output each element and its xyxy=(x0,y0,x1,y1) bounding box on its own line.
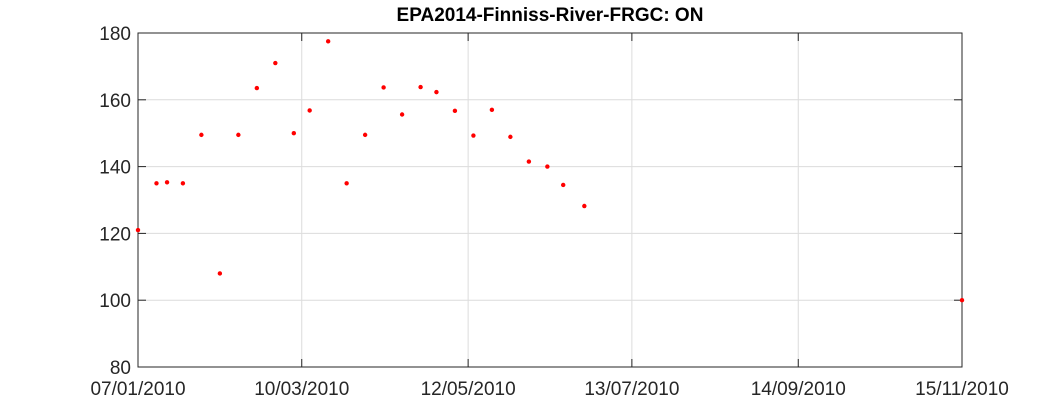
y-tick-label: 80 xyxy=(110,358,131,379)
x-tick-label: 15/11/2010 xyxy=(915,379,1009,400)
data-point xyxy=(545,164,550,169)
data-point xyxy=(508,134,513,140)
plot-area-frame xyxy=(137,32,963,368)
data-point xyxy=(959,298,965,303)
x-tick-label: 14/09/2010 xyxy=(751,379,846,400)
x-tick-label: 07/01/2010 xyxy=(90,379,185,400)
data-point xyxy=(561,182,566,188)
data-point xyxy=(217,271,223,276)
data-point xyxy=(273,60,278,66)
y-tick-label: 180 xyxy=(99,24,131,45)
data-points xyxy=(135,39,965,303)
data-point xyxy=(362,132,368,138)
data-point xyxy=(254,85,260,91)
y-tick-label: 160 xyxy=(99,91,131,112)
data-point xyxy=(399,112,405,117)
data-point xyxy=(526,159,532,164)
data-point xyxy=(154,181,159,186)
y-tick-label: 120 xyxy=(99,224,131,245)
data-point xyxy=(135,227,141,233)
data-point xyxy=(199,132,204,138)
data-point xyxy=(307,108,312,113)
data-point xyxy=(582,203,587,209)
x-axis: 07/01/2010 10/03/2010 12/05/2010 13/07/2010… xyxy=(90,33,1009,400)
x-tick-label: 12/05/2010 xyxy=(421,379,516,400)
data-point xyxy=(164,180,170,185)
data-point xyxy=(434,89,439,95)
data-point xyxy=(325,39,331,44)
x-tick-label: 10/03/2010 xyxy=(254,379,349,400)
data-point xyxy=(291,131,297,136)
data-point xyxy=(381,85,386,90)
y-tick-label: 100 xyxy=(99,291,131,312)
data-point xyxy=(180,181,186,186)
data-point xyxy=(452,108,458,114)
data-point xyxy=(344,181,349,186)
chart-title: EPA2014-Finniss-River-FRGC: ON xyxy=(396,5,704,26)
data-point xyxy=(471,133,476,138)
y-tick-label: 140 xyxy=(99,158,131,179)
data-point xyxy=(236,132,241,138)
x-tick-label: 13/07/2010 xyxy=(584,379,679,400)
data-point xyxy=(418,84,423,90)
y-axis: 80 100 120 140 160 180 xyxy=(99,24,962,379)
data-point xyxy=(489,107,495,113)
grid-lines xyxy=(138,33,962,367)
